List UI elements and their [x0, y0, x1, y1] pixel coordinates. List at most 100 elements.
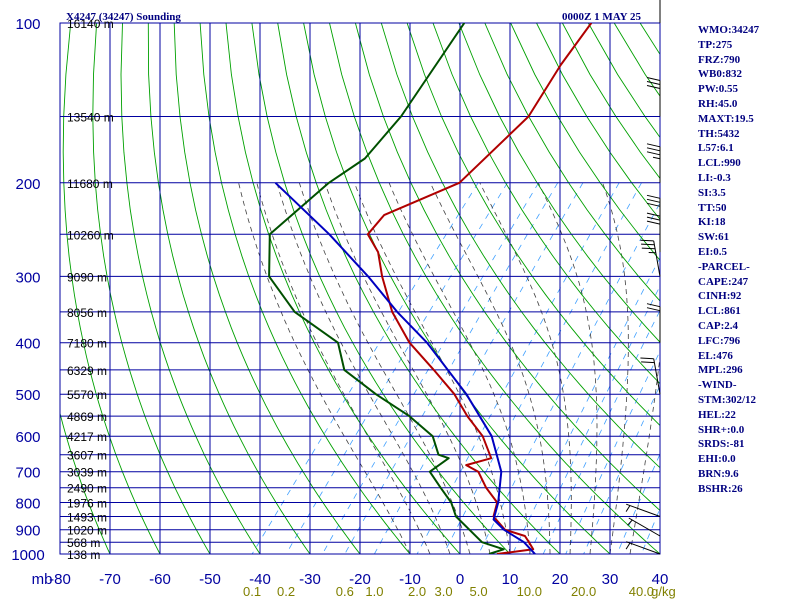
height-label: 10260 m	[67, 228, 114, 242]
dry-adiabat-line	[354, 23, 660, 512]
index-item: CAPE:247	[698, 275, 749, 288]
height-label: 1976 m	[67, 497, 107, 511]
sounding-traces	[268, 23, 593, 554]
wind-barb	[627, 517, 661, 537]
height-label: 1493 m	[67, 511, 107, 525]
dry-adiabats	[60, 23, 800, 554]
temperature-tick-label: 0	[456, 571, 464, 588]
index-item: WB0:832	[698, 68, 742, 81]
dry-adiabat-line	[277, 23, 561, 554]
moist-adiabat-line	[602, 182, 629, 554]
index-item: EHI:0.0	[698, 453, 736, 466]
moist-adiabat-line	[324, 182, 491, 554]
wind-barb	[646, 77, 661, 117]
height-label: 568 m	[67, 536, 100, 550]
index-item: MAXT:19.5	[698, 112, 754, 125]
temperature-tick-label: -10	[399, 571, 421, 588]
pressure-tick-label: 900	[15, 523, 40, 540]
index-item: LFC:796	[698, 334, 741, 347]
height-label: 2490 m	[67, 482, 107, 496]
index-item: WMO:34247	[698, 24, 760, 36]
height-label: 7180 m	[67, 337, 107, 351]
dry-adiabat-line	[587, 23, 660, 139]
height-label: 4869 m	[67, 410, 107, 424]
pressure-tick-label: 200	[15, 176, 40, 193]
index-item: SHR+:0.0	[698, 423, 745, 436]
pressure-axis-labels: 100 200 300 400 500 600 700 800 900 1000	[11, 16, 44, 564]
mixing-ratio-unit-label: g/kg	[651, 584, 676, 599]
moist-adiabats	[238, 182, 660, 554]
index-item: LCL:861	[698, 305, 741, 318]
temperature-tick-label: 10	[502, 571, 519, 588]
index-item: L57:6.1	[698, 142, 734, 155]
index-item: CINH:92	[698, 290, 742, 303]
mixing-ratio-line	[542, 309, 660, 554]
mixing-ratio-label: 0.6	[336, 584, 354, 599]
pressure-tick-label: 1000	[11, 547, 44, 564]
height-label: 138 m	[67, 548, 100, 562]
index-item: -WIND-	[698, 379, 737, 392]
mixing-ratio-line	[251, 182, 479, 554]
mixing-ratio-line	[528, 285, 660, 554]
wind-barbs	[625, 0, 661, 555]
wind-barb	[646, 303, 661, 343]
mixing-ratio-label: 2.0	[408, 584, 426, 599]
mixing-ratio-label: 1.0	[365, 584, 383, 599]
pressure-tick-label: 800	[15, 496, 40, 513]
mixing-ratio-line	[478, 202, 660, 554]
height-label: 13540 m	[67, 111, 114, 125]
mixing-ratio-line	[285, 182, 508, 554]
index-item: HEL:22	[698, 408, 736, 421]
height-label: 1020 m	[67, 524, 107, 538]
temperature-tick-label: -60	[149, 571, 171, 588]
wind-barb	[659, 0, 661, 23]
index-item: BSHR:26	[698, 482, 743, 495]
mixing-ratio-label: 40.0	[629, 584, 654, 599]
mixing-ratio-labels: 0.1 0.2 0.6 1.0 2.0 3.0 5.0 10.0 20.0 40.0g/kg	[243, 584, 676, 599]
dry-adiabat-line	[147, 23, 311, 554]
height-label: 3039 m	[67, 466, 107, 480]
index-item: PW:0.55	[698, 83, 739, 96]
temperature-tick-label: -70	[99, 571, 121, 588]
height-label: 3607 m	[67, 449, 107, 463]
pressure-tick-label: 100	[15, 16, 40, 33]
wind-barb	[625, 541, 661, 555]
temperature-tick-label: -80	[49, 571, 71, 588]
index-item: RH:45.0	[698, 97, 738, 110]
temperature-tick-label: 30	[602, 571, 619, 588]
dry-adiabat-line	[225, 23, 461, 554]
temperature-tick-label: -20	[349, 571, 371, 588]
dry-adiabat-line	[770, 23, 800, 554]
index-item: SI:3.5	[698, 186, 726, 199]
temperature-tick-label: 40	[652, 571, 669, 588]
pressure-tick-label: 700	[15, 465, 40, 482]
dry-adiabat-line	[251, 23, 511, 554]
pressure-tick-label: 600	[15, 429, 40, 446]
index-item: LI:-0.3	[698, 171, 731, 184]
mixing-ratio-label: 0.2	[277, 584, 295, 599]
index-item: KI:18	[698, 216, 726, 229]
height-label: 4217 m	[67, 430, 107, 444]
mixing-ratio-label: 0.1	[243, 584, 261, 599]
index-item: MPL:296	[698, 364, 743, 377]
moist-adiabat-line	[256, 182, 431, 554]
moist-adiabat-line	[354, 182, 511, 554]
temperature-tick-label: -30	[299, 571, 321, 588]
moist-adiabat-line	[629, 352, 660, 554]
temperature-axis-labels: mb-80 -70 -60 -50 -40 -30 -20 -10 0 10 20 30 40	[32, 571, 669, 588]
height-label: 11680 m	[67, 177, 113, 191]
wind-barb	[646, 212, 661, 253]
temperature-tick-label: -40	[249, 571, 271, 588]
pressure-tick-label: 500	[15, 387, 40, 404]
wind-barb	[640, 239, 661, 277]
index-item: TH:5432	[698, 127, 740, 140]
moist-adiabat-line	[298, 182, 471, 554]
dry-adiabat-line	[562, 23, 660, 180]
index-item: BRN:9.6	[698, 467, 739, 480]
mixing-ratio-label: 3.0	[435, 584, 453, 599]
wind-barb	[625, 503, 661, 517]
dry-adiabat-line	[795, 23, 800, 554]
index-item: FRZ:790	[698, 53, 741, 66]
temperature-trace	[366, 23, 593, 554]
